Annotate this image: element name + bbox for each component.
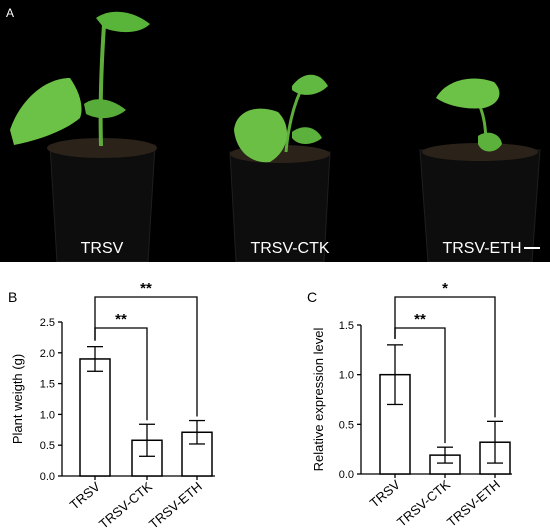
photo-label-trsv-eth: TRSV-ETH: [442, 240, 521, 257]
x-tick-label: TRSV: [67, 479, 103, 513]
y-tick-label: 1.5: [40, 379, 55, 391]
y-tick-label: 2.5: [40, 317, 55, 329]
significance-bracket: [94, 296, 198, 417]
photo-label-trsv-ctk: TRSV-CTK: [250, 240, 329, 257]
y-tick-label: 0.5: [40, 440, 55, 452]
y-tick-label: 1.5: [339, 320, 354, 332]
significance-label: **: [140, 280, 152, 297]
x-tick-label: TRSV-ETH: [146, 479, 205, 531]
panel-letter: B: [8, 289, 17, 305]
x-tick-label: TRSV-ETH: [444, 477, 503, 530]
chart-relative-expression: C 0.0 0.5 1.0 1.5 Relative expression level TR…: [307, 280, 512, 530]
x-tick-label: TRSV-CTK: [96, 479, 155, 531]
x-tick-label: TRSV: [367, 477, 403, 511]
photo-label-trsv: TRSV: [81, 240, 124, 257]
y-axis-label: Relative expression level: [311, 327, 326, 471]
plant-trsv-picture: [10, 11, 157, 262]
y-tick-label: 1.0: [40, 409, 55, 421]
significance-bracket: [394, 296, 496, 418]
panel-letter-a: A: [6, 6, 14, 20]
bar: [79, 358, 111, 477]
significance-label: **: [115, 311, 127, 328]
y-tick-label: 0.0: [40, 471, 55, 483]
panel-letter: C: [307, 289, 317, 305]
y-tick-label: 0.5: [339, 419, 354, 431]
x-tick-label: TRSV-CTK: [394, 477, 453, 530]
plant-trsv-ctk-picture: [229, 74, 331, 262]
significance-label: **: [414, 311, 426, 328]
y-axis-label: Plant weigth (g): [10, 354, 25, 444]
plant-trsv-eth-picture: [419, 78, 541, 262]
y-tick-label: 0.0: [339, 469, 354, 481]
y-tick-label: 1.0: [339, 370, 354, 382]
plant-photo-panel: A TRSV TRSV-CTK TRSV-ETH: [0, 0, 550, 262]
y-tick-label: 2.0: [40, 348, 55, 360]
significance-label: *: [442, 280, 448, 297]
